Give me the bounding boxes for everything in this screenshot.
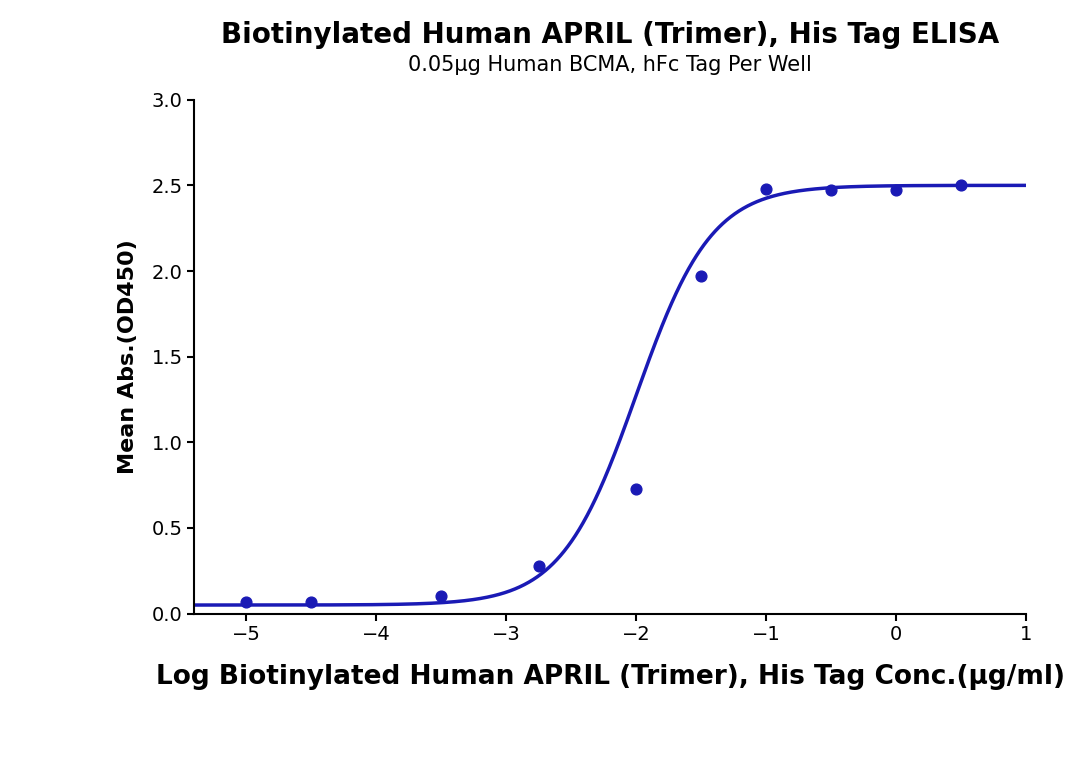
Point	[888, 184, 905, 196]
X-axis label: Log Biotinylated Human APRIL (Trimer), His Tag Conc.(μg/ml): Log Biotinylated Human APRIL (Trimer), H…	[156, 664, 1065, 690]
Point	[953, 179, 970, 192]
Point	[692, 270, 710, 282]
Point	[302, 595, 320, 607]
Point	[757, 183, 774, 195]
Point	[433, 591, 450, 603]
Point	[627, 482, 645, 495]
Point	[530, 559, 548, 571]
Y-axis label: Mean Abs.(OD450): Mean Abs.(OD450)	[118, 239, 137, 474]
Text: 0.05μg Human BCMA, hFc Tag Per Well: 0.05μg Human BCMA, hFc Tag Per Well	[408, 55, 812, 75]
Point	[238, 595, 255, 607]
Point	[823, 184, 840, 196]
Text: Biotinylated Human APRIL (Trimer), His Tag ELISA: Biotinylated Human APRIL (Trimer), His T…	[221, 21, 999, 48]
